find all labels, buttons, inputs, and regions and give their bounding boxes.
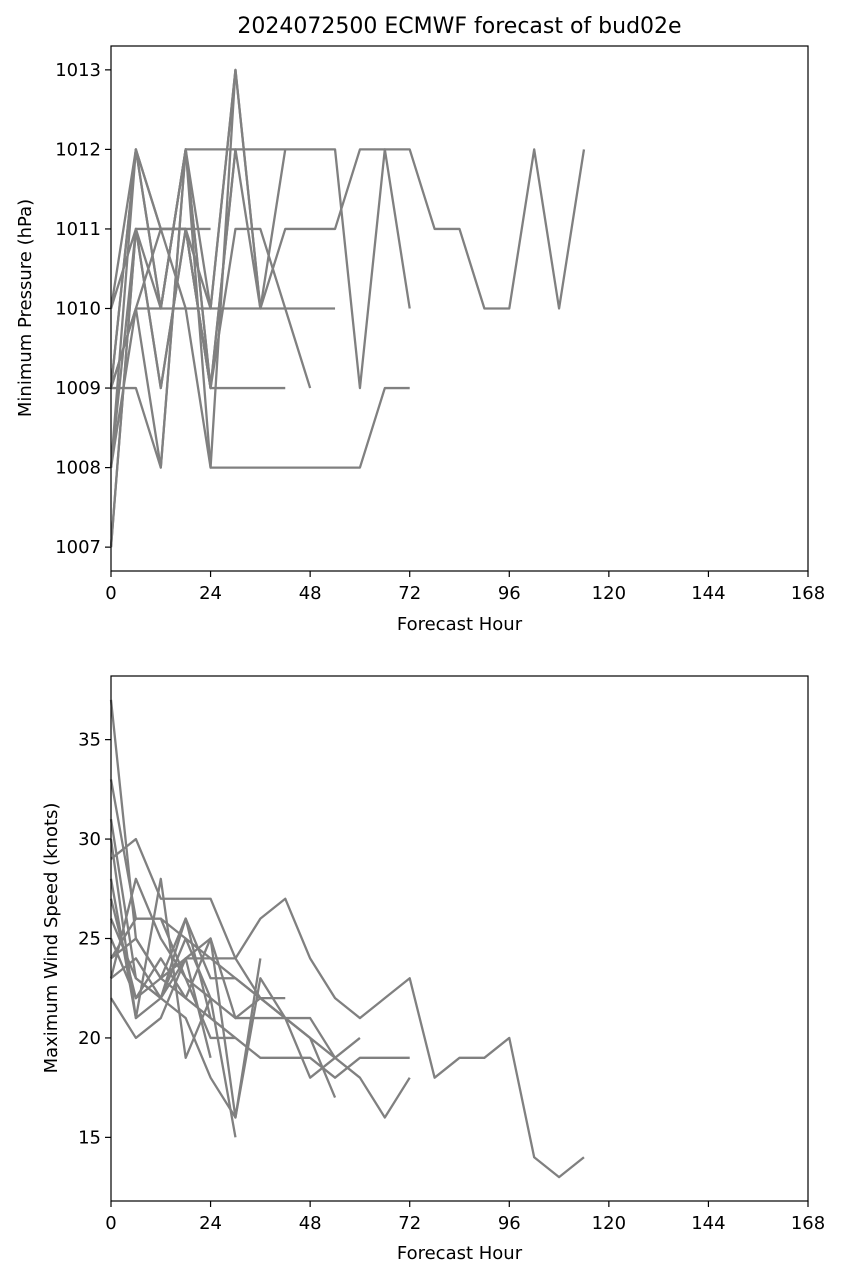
pressure-y-tick-label: 1007 <box>55 537 101 558</box>
pressure-plot-frame <box>110 45 809 572</box>
wind-x-tick-label: 144 <box>691 1213 725 1234</box>
pressure-series-line <box>109 148 212 469</box>
wind-y-tick-label: 30 <box>78 829 101 850</box>
wind-series-line <box>110 957 212 1059</box>
pressure-y-tick-label: 1011 <box>55 219 101 240</box>
pressure-y-tick-label: 1008 <box>55 458 101 479</box>
pressure-x-tick-label: 168 <box>791 583 825 604</box>
pressure-y-tick-label: 1013 <box>55 60 101 81</box>
pressure-series-line <box>109 68 586 389</box>
wind-y-tick-label: 15 <box>78 1127 101 1148</box>
wind-ticks: 0 24 48 72 96 120 144 168 15 20 25 30 35 <box>78 730 825 1234</box>
wind-x-tick-label: 168 <box>791 1213 825 1234</box>
pressure-y-tick-label: 1010 <box>55 299 101 320</box>
pressure-x-tick-label: 48 <box>299 583 322 604</box>
wind-series-line <box>109 878 337 1099</box>
wind-y-tick-label: 35 <box>78 730 101 751</box>
pressure-x-tick-label: 120 <box>592 583 626 604</box>
wind-series-line <box>110 837 585 1179</box>
pressure-series-line <box>109 69 237 469</box>
wind-series-line <box>109 918 262 1119</box>
wind-x-tick-label: 96 <box>498 1213 521 1234</box>
wind-series-line <box>110 917 286 1020</box>
wind-series-line <box>110 917 212 1019</box>
wind-x-axis-label: Forecast Hour <box>397 1243 523 1264</box>
pressure-series-group <box>109 68 586 548</box>
pressure-y-tick-label: 1012 <box>55 139 101 160</box>
wind-x-tick-label: 24 <box>199 1213 222 1234</box>
pressure-x-tick-label: 24 <box>199 583 222 604</box>
wind-x-tick-label: 48 <box>299 1213 322 1234</box>
chart-title: 2024072500 ECMWF forecast of bud02e <box>237 14 681 39</box>
wind-series-group <box>109 699 585 1179</box>
pressure-x-tick-label: 96 <box>498 583 521 604</box>
pressure-x-tick-label: 144 <box>691 583 725 604</box>
wind-y-tick-label: 20 <box>78 1028 101 1049</box>
pressure-x-tick-label: 72 <box>398 583 421 604</box>
wind-series-line <box>109 877 236 1040</box>
pressure-x-tick-label: 0 <box>105 583 116 604</box>
pressure-x-axis-label: Forecast Hour <box>397 614 523 635</box>
wind-y-tick-label: 25 <box>78 929 101 950</box>
pressure-y-tick-label: 1009 <box>55 378 101 399</box>
wind-series-line <box>110 937 212 1000</box>
wind-series-line <box>109 819 361 1059</box>
pressure-ticks: 0 24 48 72 96 120 144 168 1007 1008 1009 1010 1011 10… <box>55 60 825 604</box>
wind-chart: Forecast Hour Maximum Wind Speed (knots)… <box>41 675 825 1264</box>
wind-x-tick-label: 120 <box>592 1213 626 1234</box>
wind-plot-frame <box>110 675 809 1202</box>
pressure-chart: 2024072500 ECMWF forecast of bud02e Fore… <box>15 14 825 635</box>
pressure-y-axis-label: Minimum Pressure (hPa) <box>15 199 36 417</box>
wind-x-tick-label: 72 <box>398 1213 421 1234</box>
wind-y-axis-label: Maximum Wind Speed (knots) <box>41 803 62 1074</box>
wind-series-line <box>109 779 411 1119</box>
wind-x-tick-label: 0 <box>105 1213 116 1234</box>
